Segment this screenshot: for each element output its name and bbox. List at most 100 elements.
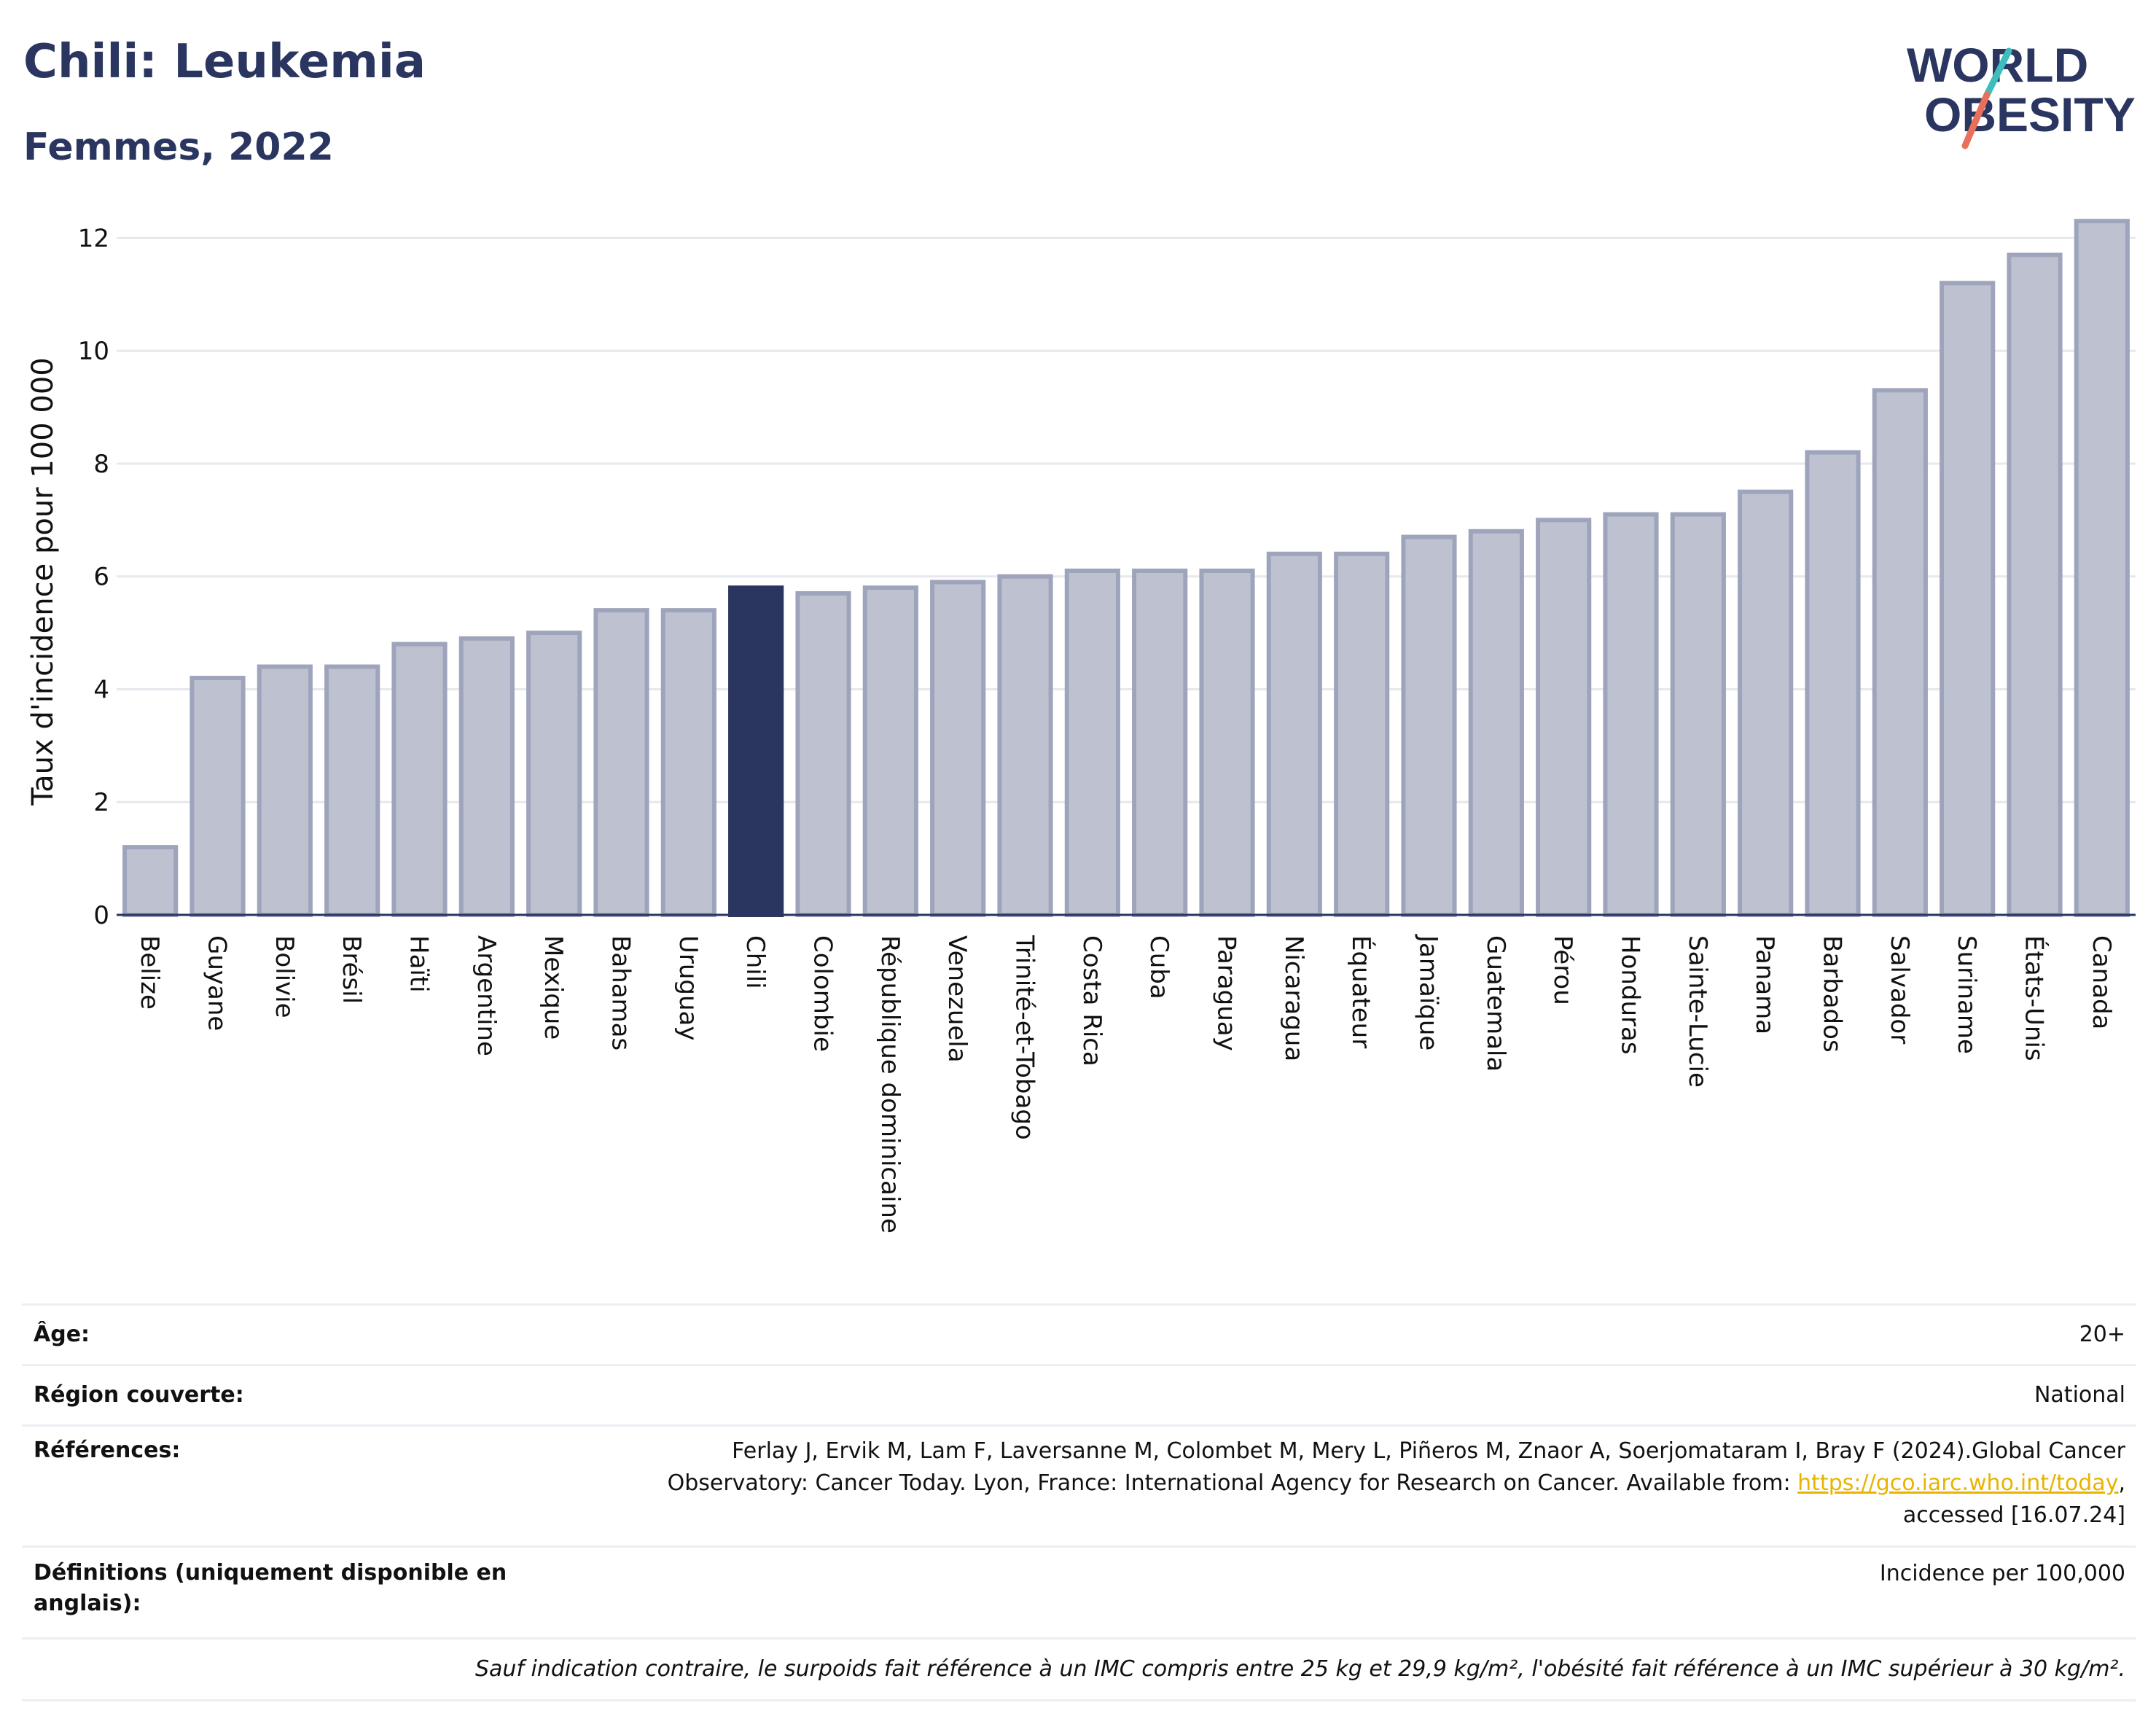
x-tick-label: Guyane (203, 935, 232, 1031)
x-tick-label: Mexique (539, 935, 568, 1040)
info-row-definitions: Définitions (uniquement disponible en an… (22, 1545, 2136, 1637)
x-tick-label: Équateur (1346, 935, 1376, 1048)
definitions-label: Définitions (uniquement disponible en an… (34, 1560, 507, 1616)
bars (122, 219, 2130, 918)
bar-trinit-et-tobago (997, 574, 1053, 917)
y-tick-labels: 0 2 4 6 8 10 12 (78, 224, 109, 930)
x-tick-labels: Belize Guyane Bolivie Brésil Haïti Argentine M… (135, 934, 2116, 1233)
info-table: Âge: 20+ Région couverte: National Référ… (22, 1303, 2136, 1701)
bar-r-publique-dominicaine (862, 585, 918, 917)
bar-sainte-lucie (1670, 512, 1726, 917)
x-tick-label: Chili (741, 935, 770, 989)
bar-barbados (1805, 450, 1861, 917)
y-tick-label: 2 (93, 788, 109, 817)
bar-mexique (526, 631, 582, 917)
y-tick-label: 10 (78, 337, 109, 366)
info-row-references: Références: Ferlay J, Ervik M, Lam F, La… (22, 1424, 2136, 1545)
chart-title: Chili: Leukemia (23, 35, 426, 89)
x-tick-label: Paraguay (1212, 935, 1241, 1051)
x-tick-label: Salvador (1885, 935, 1914, 1044)
bar-belize (122, 845, 179, 917)
bar-uruguay (660, 608, 716, 918)
reference-line-2-text: Observatory: Cancer Today. Lyon, France:… (667, 1470, 1791, 1496)
info-row-age: Âge: 20+ (22, 1303, 2136, 1364)
x-tick-label: Jamaïque (1414, 934, 1443, 1050)
bar-argentine (458, 636, 515, 917)
bar-cuba (1132, 568, 1188, 917)
bar-nicaragua (1266, 551, 1322, 917)
age-label: Âge: (34, 1322, 90, 1347)
x-tick-label: Guatemala (1481, 935, 1510, 1072)
x-tick-label: Bahamas (606, 935, 636, 1050)
age-value: 20+ (2079, 1322, 2125, 1347)
x-tick-label: Costa Rica (1077, 935, 1106, 1067)
reference-line-2: Observatory: Cancer Today. Lyon, France:… (667, 1470, 2125, 1496)
x-tick-label: Haïti (405, 935, 434, 993)
bar-chart: 0 2 4 6 8 10 12 Belize Guyane Bolivie Brésil Haïti… (26, 219, 2136, 1233)
bar-bahamas (593, 608, 649, 918)
bar-honduras (1603, 512, 1659, 917)
reference-link[interactable]: https://gco.iarc.who.int/today (1797, 1470, 2119, 1496)
bar-panama (1738, 489, 1794, 917)
x-tick-label: Trinité-et-Tobago (1010, 935, 1039, 1140)
x-tick-label: Barbados (1818, 935, 1847, 1053)
x-tick-label: Honduras (1616, 935, 1645, 1055)
logo-slash-teal (1983, 47, 2012, 98)
definitions-value: Incidence per 100,000 (1879, 1561, 2125, 1586)
x-tick-label: Panama (1750, 935, 1779, 1034)
x-tick-label: Sainte-Lucie (1683, 935, 1712, 1088)
bar-jama-que (1401, 534, 1457, 917)
bar-costa-rica (1064, 568, 1120, 917)
x-tick-label: Nicaragua (1279, 935, 1308, 1061)
bar-guatemala (1468, 529, 1524, 917)
bar-chili (728, 585, 784, 917)
x-tick-label: Brésil (337, 935, 366, 1004)
references-value: Ferlay J, Ervik M, Lam F, Laversanne M, … (668, 1435, 2136, 1545)
x-tick-label: États-Unis (2020, 935, 2050, 1061)
region-label: Région couverte: (34, 1382, 244, 1408)
grid-lines (117, 236, 2136, 803)
region-value: National (2034, 1382, 2125, 1408)
bar-colombie (795, 590, 851, 918)
x-tick-label: Canada (2087, 935, 2116, 1029)
bar-p-rou (1536, 518, 1592, 917)
y-tick-label: 0 (93, 901, 109, 930)
y-tick-label: 8 (93, 450, 109, 479)
logo-line2: OBESITY (1924, 87, 2136, 141)
chart-subtitle: Femmes, 2022 (23, 125, 334, 169)
info-row-region: Région couverte: National (22, 1364, 2136, 1424)
bar-br-sil (324, 664, 380, 917)
x-tick-label: Cuba (1144, 935, 1173, 999)
bar-salvador (1872, 388, 1928, 917)
bar--quateur (1334, 551, 1390, 917)
x-tick-label: Suriname (1952, 935, 1981, 1054)
bar-venezuela (930, 580, 986, 917)
footnote: Sauf indication contraire, le surpoids f… (474, 1656, 2125, 1682)
y-axis-label: Taux d'incidence pour 100 000 (26, 357, 60, 806)
x-tick-label: Argentine (472, 935, 501, 1056)
bar--tats-unis (2007, 252, 2063, 917)
bar-bolivie (257, 664, 313, 917)
bar-guyane (190, 676, 246, 917)
y-tick-label: 4 (93, 675, 109, 704)
x-tick-label: Pérou (1548, 935, 1577, 1005)
world-obesity-logo: WORLD OBESITY (1907, 38, 2136, 149)
info-row-note: Sauf indication contraire, le surpoids f… (22, 1637, 2136, 1701)
bar-ha-ti (391, 642, 448, 917)
x-tick-label: République dominicaine (875, 935, 905, 1233)
logo-line1: WORLD (1907, 38, 2088, 92)
y-tick-label: 6 (93, 563, 109, 592)
bar-canada (2074, 219, 2130, 917)
reference-line-3: accessed [16.07.24] (1902, 1502, 2125, 1528)
bar-suriname (1940, 281, 1996, 918)
x-tick-label: Uruguay (673, 935, 703, 1041)
reference-line-1: Ferlay J, Ervik M, Lam F, Laversanne M, … (732, 1438, 2125, 1464)
references-label: Références: (34, 1438, 181, 1463)
x-tick-label: Colombie (808, 935, 837, 1052)
logo-slash-coral (1961, 91, 1991, 149)
bar-paraguay (1199, 568, 1255, 917)
x-tick-label: Belize (135, 935, 164, 1010)
x-tick-label: Venezuela (942, 935, 972, 1063)
x-tick-label: Bolivie (270, 935, 299, 1018)
y-tick-label: 12 (78, 224, 109, 253)
